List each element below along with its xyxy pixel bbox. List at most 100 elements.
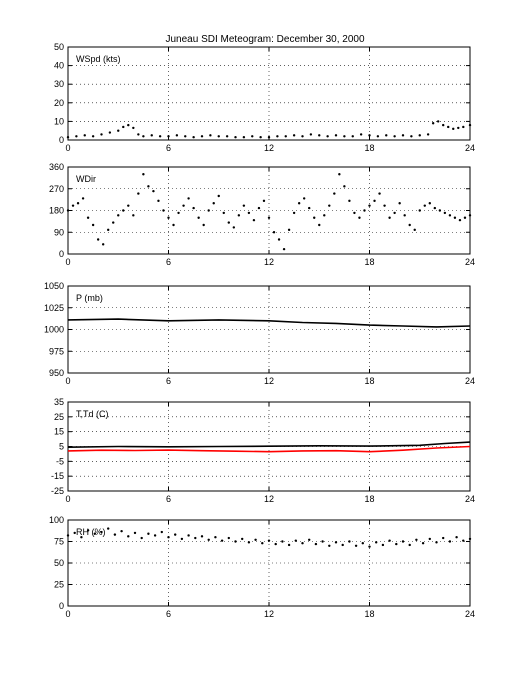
data-point (383, 204, 386, 207)
panel-1: 0 6 12 18 24 0 90 180 270 360 WDir (49, 162, 475, 267)
data-point (234, 136, 237, 139)
data-point (122, 209, 125, 212)
data-point (113, 533, 117, 536)
data-point (187, 534, 190, 537)
data-point (421, 542, 425, 545)
data-point (187, 197, 190, 200)
data-point (463, 216, 467, 219)
x-tick-label: 18 (364, 609, 374, 619)
data-point (351, 135, 354, 138)
data-point (66, 534, 70, 537)
panel-4: 0 6 12 18 24 0 25 50 75 100 RH (%) (49, 515, 475, 619)
data-point (323, 214, 326, 217)
data-point (334, 134, 338, 137)
y-tick-label: 975 (49, 346, 64, 356)
data-point (398, 202, 401, 205)
data-point (373, 199, 376, 203)
data-point (435, 541, 438, 544)
data-point (448, 540, 452, 543)
data-point (222, 211, 225, 215)
panel-2: 0 6 12 18 24 950 975 1000 1025 1050 P (mb) (44, 281, 475, 386)
series-line-0 (67, 318, 471, 328)
data-point (368, 545, 371, 548)
data-point (152, 189, 155, 193)
data-point (167, 216, 170, 219)
data-point (415, 538, 418, 541)
data-point (354, 544, 358, 547)
data-point (468, 537, 472, 541)
data-point (132, 214, 135, 217)
y-tick-label: 1050 (44, 281, 64, 291)
data-point (438, 209, 442, 212)
y-tick-label: 0 (59, 249, 64, 259)
y-tick-label: -15 (51, 471, 64, 481)
data-point (127, 204, 130, 207)
data-point (127, 535, 130, 538)
data-point (287, 228, 291, 232)
data-point (212, 202, 215, 205)
data-point (209, 134, 212, 137)
data-point (287, 543, 291, 547)
data-point (153, 534, 157, 537)
data-point (160, 530, 163, 534)
data-point (267, 216, 271, 219)
data-point (452, 127, 455, 131)
data-point (108, 131, 112, 134)
data-point (368, 204, 371, 207)
x-tick-label: 12 (264, 143, 274, 153)
x-tick-label: 12 (264, 257, 274, 267)
data-point (220, 539, 224, 542)
y-tick-label: 50 (54, 558, 64, 568)
data-point (91, 223, 95, 227)
data-point (242, 136, 246, 139)
data-point (175, 134, 179, 137)
data-point (410, 135, 413, 138)
data-point (197, 216, 200, 219)
x-tick-label: 0 (65, 609, 70, 619)
data-point (174, 533, 177, 536)
data-point (378, 192, 381, 195)
data-point (217, 135, 220, 138)
data-point (120, 529, 123, 533)
data-point (117, 214, 120, 217)
panel-label: P (mb) (76, 293, 103, 303)
panel-label: WSpd (kts) (76, 54, 121, 64)
x-tick-label: 6 (166, 609, 171, 619)
data-point (333, 192, 336, 195)
y-tick-label: 950 (49, 368, 64, 378)
data-point (328, 204, 331, 207)
data-point (133, 531, 137, 535)
x-tick-label: 24 (465, 609, 475, 619)
data-point (137, 192, 140, 195)
data-point (86, 216, 90, 219)
data-point (353, 211, 356, 215)
data-point (76, 202, 80, 205)
data-point (385, 134, 388, 137)
data-point (81, 197, 85, 200)
data-point (381, 543, 385, 547)
y-tick-label: 90 (54, 227, 64, 237)
data-point (426, 133, 430, 136)
data-point (284, 135, 287, 138)
data-point (361, 542, 364, 545)
data-point (172, 223, 175, 227)
data-point (297, 202, 301, 205)
data-point (442, 536, 445, 540)
y-tick-label: 30 (54, 79, 64, 89)
data-point (376, 135, 380, 138)
data-point (292, 134, 296, 137)
data-point (75, 135, 78, 138)
data-point (101, 243, 105, 246)
data-point (401, 134, 405, 137)
data-point (227, 536, 230, 540)
data-point (321, 540, 324, 543)
data-point (252, 218, 256, 222)
data-point (112, 221, 115, 224)
data-point (302, 197, 306, 200)
x-tick-label: 0 (65, 494, 70, 504)
data-point (443, 211, 447, 215)
data-point (127, 123, 130, 127)
data-point (358, 216, 361, 219)
data-point (338, 173, 341, 176)
data-point (408, 223, 411, 227)
